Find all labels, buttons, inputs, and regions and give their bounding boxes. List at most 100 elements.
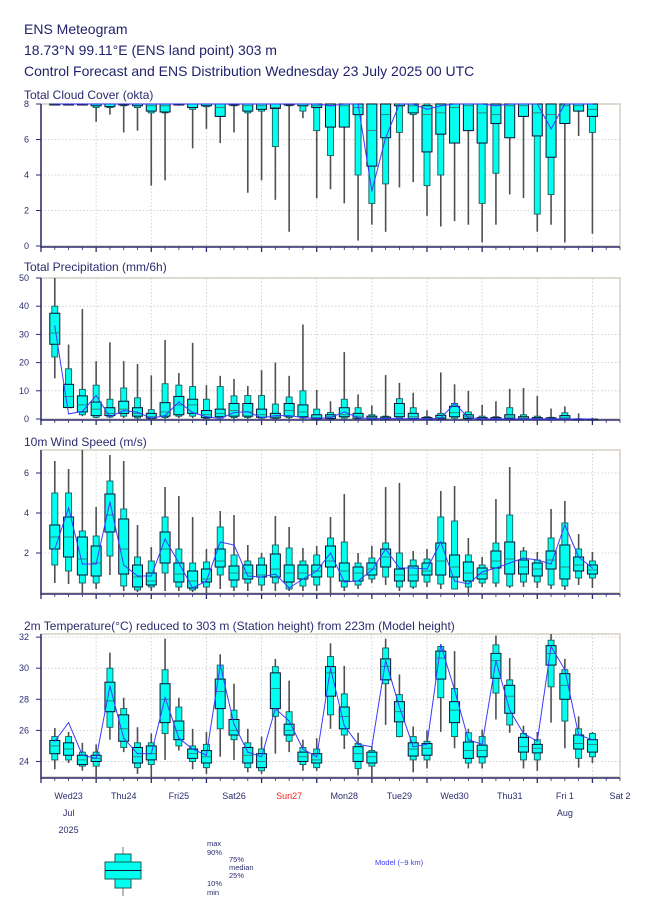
box-p25-p75	[366, 751, 378, 764]
control-point	[495, 105, 497, 107]
box-p25-p75	[90, 545, 102, 577]
control-point	[564, 669, 566, 671]
control-point	[522, 732, 525, 735]
control-point	[522, 103, 525, 105]
ensemble-box	[76, 309, 88, 417]
ensemble-box	[586, 552, 598, 588]
plot-frame	[40, 277, 621, 420]
control-point	[385, 659, 387, 662]
ensemble-box	[325, 401, 336, 420]
control-point	[164, 103, 166, 105]
ensemble-box	[393, 382, 405, 419]
control-point	[316, 570, 318, 572]
box-p10-p90	[92, 384, 100, 418]
box-p25-p75	[449, 554, 461, 578]
control-point	[123, 103, 125, 105]
ensemble-box	[462, 728, 474, 769]
control-point	[495, 418, 497, 420]
ensemble-box	[311, 389, 323, 420]
control-point	[398, 567, 401, 569]
control-point	[467, 103, 469, 105]
control-point	[578, 103, 580, 105]
y-tick-label: 10	[19, 386, 29, 396]
control-point	[109, 501, 111, 503]
control-point	[440, 644, 442, 646]
ensemble-box	[380, 487, 392, 585]
ensemble-box	[559, 406, 571, 420]
control-point	[274, 573, 276, 575]
control-point	[219, 103, 221, 105]
control-point	[260, 417, 263, 419]
control-point	[495, 659, 497, 662]
ensemble-box	[490, 103, 502, 225]
control-point	[412, 103, 414, 105]
control-point	[398, 418, 401, 420]
control-point	[329, 105, 332, 107]
ensemble-box	[132, 727, 143, 774]
control-point	[550, 418, 552, 420]
control-point	[316, 417, 318, 420]
ensemble-box	[283, 680, 295, 753]
ensemble-box	[531, 731, 543, 771]
month-label: Jul	[63, 808, 75, 818]
box-p25-p75	[559, 103, 571, 125]
box-p25-p75	[187, 570, 199, 589]
control-point	[288, 587, 290, 589]
box-p25-p75	[325, 545, 336, 568]
ensemble-box	[49, 461, 61, 583]
ensemble-box	[573, 534, 585, 585]
legend-label-p10: 10%	[207, 879, 222, 888]
ensemble-box	[297, 739, 309, 771]
box-p25-p75	[380, 658, 392, 681]
control-point	[564, 418, 566, 420]
box-p25-p75	[200, 410, 212, 419]
control-point	[219, 541, 221, 543]
box-p25-p75	[449, 405, 461, 418]
ensemble-box	[173, 373, 185, 419]
control-point	[591, 739, 594, 741]
ensemble-box	[325, 643, 336, 729]
control-point	[302, 416, 304, 419]
ensemble-box	[228, 515, 240, 591]
control-point	[123, 737, 125, 739]
ensemble-box	[200, 549, 212, 593]
ensemble-box	[518, 547, 529, 587]
year-label: 2025	[59, 825, 79, 835]
day-label: Sat 2	[609, 791, 630, 801]
y-tick-label: 32	[19, 632, 29, 642]
ensemble-box	[586, 103, 598, 234]
y-tick-label: 6	[24, 135, 29, 145]
control-point	[233, 544, 235, 546]
control-point	[453, 689, 456, 691]
control-point	[81, 754, 83, 756]
control-point	[578, 556, 580, 558]
ensemble-box	[90, 744, 102, 777]
control-point	[95, 563, 97, 565]
y-tick-label: 8	[24, 99, 29, 109]
control-point	[95, 103, 97, 105]
box-p25-p75	[214, 103, 226, 117]
control-point	[426, 568, 428, 570]
control-point	[288, 415, 290, 417]
control-point	[371, 418, 373, 420]
ensemble-box	[242, 103, 254, 193]
control-point	[440, 541, 442, 543]
ensemble-box	[200, 103, 212, 129]
day-label: Wed30	[440, 791, 468, 801]
box-p25-p75	[462, 103, 474, 132]
control-point	[95, 757, 97, 759]
box-p25-p75	[490, 103, 502, 125]
ensemble-box	[256, 553, 268, 591]
box-p25-p75	[325, 103, 336, 128]
ensemble-box	[104, 455, 116, 575]
control-point	[440, 105, 442, 107]
control-point	[385, 417, 387, 420]
control-point	[536, 740, 538, 742]
control-point	[343, 725, 345, 727]
legend-model-label: Model (~9 km)	[375, 858, 424, 867]
control-point	[467, 416, 469, 419]
control-point	[564, 103, 566, 105]
ensemble-box	[283, 527, 295, 591]
box-p25-p75	[145, 572, 157, 586]
control-forecast-line	[54, 644, 593, 759]
